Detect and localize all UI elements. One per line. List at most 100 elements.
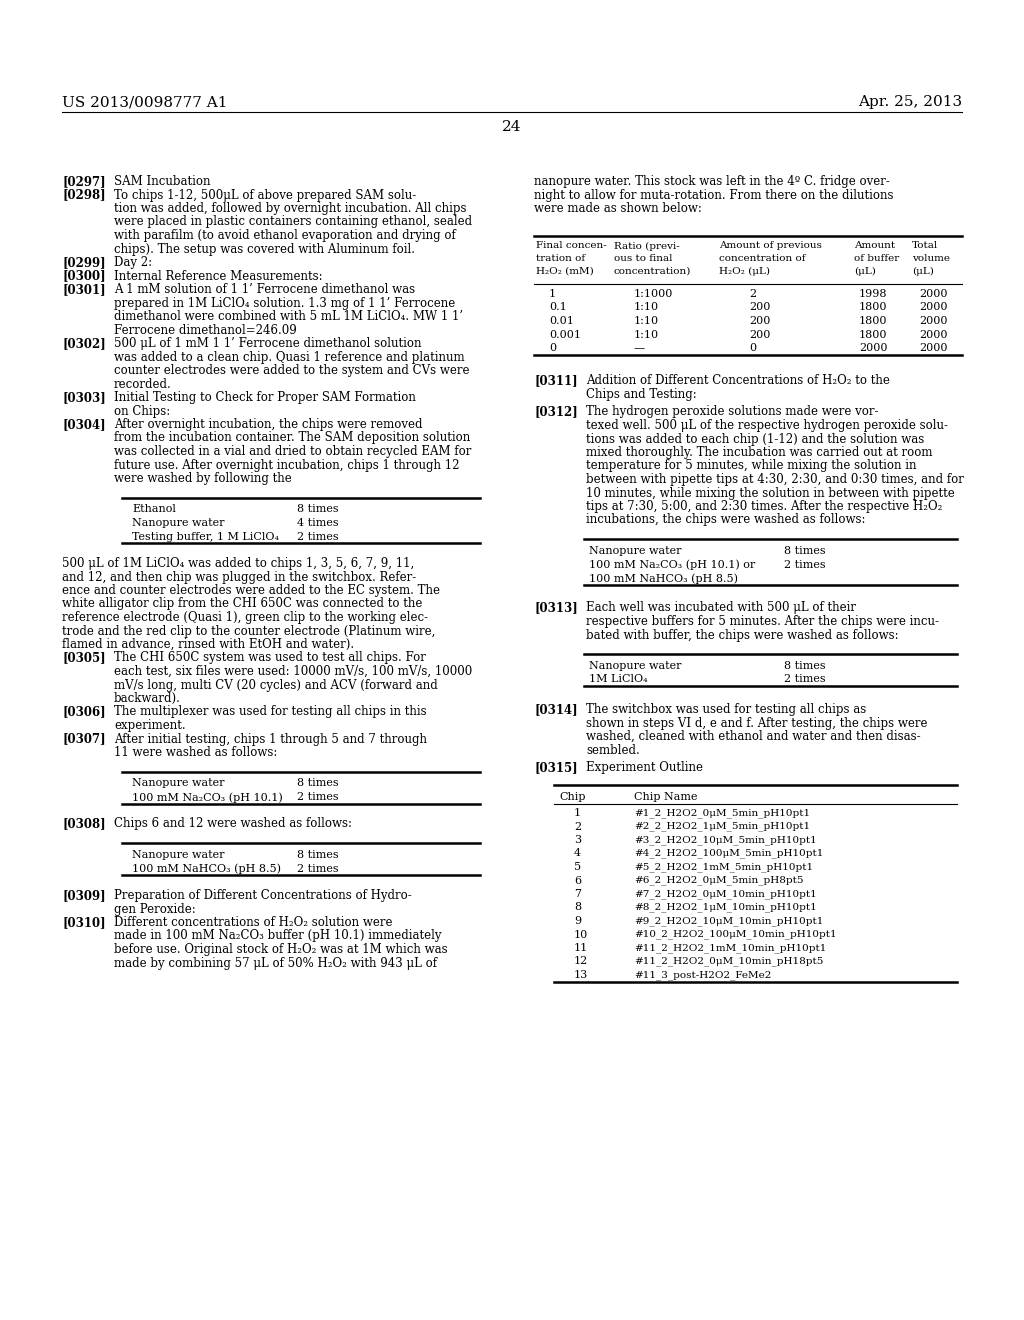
Text: The CHI 650C system was used to test all chips. For: The CHI 650C system was used to test all… [114, 652, 426, 664]
Text: with parafilm (to avoid ethanol evaporation and drying of: with parafilm (to avoid ethanol evaporat… [114, 228, 456, 242]
Text: Nanopure water: Nanopure water [132, 517, 224, 528]
Text: respective buffers for 5 minutes. After the chips were incu-: respective buffers for 5 minutes. After … [586, 615, 939, 628]
Text: flamed in advance, rinsed with EtOH and water).: flamed in advance, rinsed with EtOH and … [62, 638, 354, 651]
Text: The multiplexer was used for testing all chips in this: The multiplexer was used for testing all… [114, 705, 427, 718]
Text: 100 mM NaHCO₃ (pH 8.5): 100 mM NaHCO₃ (pH 8.5) [589, 573, 738, 583]
Text: 4 times: 4 times [297, 517, 339, 528]
Text: 2000: 2000 [919, 302, 947, 313]
Text: Experiment Outline: Experiment Outline [586, 762, 703, 774]
Text: mV/s long, multi CV (20 cycles) and ACV (forward and: mV/s long, multi CV (20 cycles) and ACV … [114, 678, 437, 692]
Text: 1800: 1800 [859, 330, 888, 339]
Text: [0297]: [0297] [62, 176, 105, 187]
Text: and 12, and then chip was plugged in the switchbox. Refer-: and 12, and then chip was plugged in the… [62, 570, 416, 583]
Text: Each well was incubated with 500 μL of their: Each well was incubated with 500 μL of t… [586, 602, 856, 615]
Text: night to allow for muta-rotation. From there on the dilutions: night to allow for muta-rotation. From t… [534, 189, 894, 202]
Text: Day 2:: Day 2: [114, 256, 153, 269]
Text: incubations, the chips were washed as follows:: incubations, the chips were washed as fo… [586, 513, 865, 527]
Text: 1:10: 1:10 [634, 330, 659, 339]
Text: [0307]: [0307] [62, 733, 105, 746]
Text: [0309]: [0309] [62, 888, 105, 902]
Text: #3_2_H2O2_10μM_5min_pH10pt1: #3_2_H2O2_10μM_5min_pH10pt1 [634, 836, 817, 845]
Text: (μL): (μL) [854, 267, 876, 276]
Text: 1: 1 [574, 808, 582, 818]
Text: were made as shown below:: were made as shown below: [534, 202, 701, 215]
Text: 2000: 2000 [919, 330, 947, 339]
Text: chips). The setup was covered with Aluminum foil.: chips). The setup was covered with Alumi… [114, 243, 415, 256]
Text: 6: 6 [574, 875, 582, 886]
Text: [0314]: [0314] [534, 704, 578, 715]
Text: Chips and Testing:: Chips and Testing: [586, 388, 696, 401]
Text: Ferrocene dimethanol=246.09: Ferrocene dimethanol=246.09 [114, 323, 297, 337]
Text: of buffer: of buffer [854, 253, 899, 263]
Text: 2000: 2000 [859, 343, 888, 352]
Text: 500 μL of 1 mM 1 1’ Ferrocene dimethanol solution: 500 μL of 1 mM 1 1’ Ferrocene dimethanol… [114, 337, 422, 350]
Text: 8 times: 8 times [297, 779, 339, 788]
Text: made in 100 mM Na₂CO₃ buffer (pH 10.1) immediately: made in 100 mM Na₂CO₃ buffer (pH 10.1) i… [114, 929, 441, 942]
Text: tion was added, followed by overnight incubation. All chips: tion was added, followed by overnight in… [114, 202, 467, 215]
Text: SAM Incubation: SAM Incubation [114, 176, 211, 187]
Text: 2 times: 2 times [297, 532, 339, 541]
Text: 2: 2 [574, 821, 582, 832]
Text: Ethanol: Ethanol [132, 504, 176, 515]
Text: 1M LiClO₄: 1M LiClO₄ [589, 675, 647, 685]
Text: 24: 24 [502, 120, 522, 135]
Text: H₂O₂ (mM): H₂O₂ (mM) [536, 267, 594, 276]
Text: Testing buffer, 1 M LiClO₄: Testing buffer, 1 M LiClO₄ [132, 532, 279, 541]
Text: 2 times: 2 times [297, 792, 339, 803]
Text: 100 mM Na₂CO₃ (pH 10.1) or: 100 mM Na₂CO₃ (pH 10.1) or [589, 560, 756, 570]
Text: [0298]: [0298] [62, 189, 105, 202]
Text: volume: volume [912, 253, 950, 263]
Text: backward).: backward). [114, 692, 181, 705]
Text: each test, six files were used: 10000 mV/s, 100 mV/s, 10000: each test, six files were used: 10000 mV… [114, 665, 472, 678]
Text: ence and counter electrodes were added to the EC system. The: ence and counter electrodes were added t… [62, 583, 440, 597]
Text: #11_2_H2O2_0μM_10min_pH18pt5: #11_2_H2O2_0μM_10min_pH18pt5 [634, 957, 823, 966]
Text: 8 times: 8 times [297, 504, 339, 515]
Text: #11_3_post-H2O2_FeMe2: #11_3_post-H2O2_FeMe2 [634, 970, 771, 979]
Text: #11_2_H2O2_1mM_10min_pH10pt1: #11_2_H2O2_1mM_10min_pH10pt1 [634, 942, 826, 953]
Text: between with pipette tips at 4:30, 2:30, and 0:30 times, and for: between with pipette tips at 4:30, 2:30,… [586, 473, 964, 486]
Text: [0300]: [0300] [62, 269, 105, 282]
Text: Ratio (previ-: Ratio (previ- [614, 242, 680, 251]
Text: nanopure water. This stock was left in the 4º C. fridge over-: nanopure water. This stock was left in t… [534, 176, 890, 187]
Text: 8 times: 8 times [297, 850, 339, 861]
Text: reference electrode (Quasi 1), green clip to the working elec-: reference electrode (Quasi 1), green cli… [62, 611, 428, 624]
Text: 200: 200 [749, 330, 770, 339]
Text: Chip: Chip [559, 792, 586, 801]
Text: 1800: 1800 [859, 315, 888, 326]
Text: 7: 7 [574, 888, 581, 899]
Text: 1:1000: 1:1000 [634, 289, 674, 300]
Text: Total: Total [912, 242, 938, 251]
Text: Final concen-: Final concen- [536, 242, 607, 251]
Text: 1: 1 [549, 289, 556, 300]
Text: texed well. 500 μL of the respective hydrogen peroxide solu-: texed well. 500 μL of the respective hyd… [586, 418, 948, 432]
Text: 11 were washed as follows:: 11 were washed as follows: [114, 746, 278, 759]
Text: H₂O₂ (μL): H₂O₂ (μL) [719, 267, 770, 276]
Text: 2000: 2000 [919, 289, 947, 300]
Text: 2 times: 2 times [784, 675, 825, 685]
Text: [0308]: [0308] [62, 817, 105, 830]
Text: Nanopure water: Nanopure water [132, 850, 224, 861]
Text: [0313]: [0313] [534, 602, 578, 615]
Text: 10 minutes, while mixing the solution in between with pipette: 10 minutes, while mixing the solution in… [586, 487, 954, 499]
Text: 8: 8 [574, 903, 582, 912]
Text: white alligator clip from the CHI 650C was connected to the: white alligator clip from the CHI 650C w… [62, 598, 422, 610]
Text: Apr. 25, 2013: Apr. 25, 2013 [858, 95, 962, 110]
Text: before use. Original stock of H₂O₂ was at 1M which was: before use. Original stock of H₂O₂ was a… [114, 942, 447, 956]
Text: Chips 6 and 12 were washed as follows:: Chips 6 and 12 were washed as follows: [114, 817, 352, 830]
Text: #5_2_H2O2_1mM_5min_pH10pt1: #5_2_H2O2_1mM_5min_pH10pt1 [634, 862, 813, 871]
Text: were placed in plastic containers containing ethanol, sealed: were placed in plastic containers contai… [114, 215, 472, 228]
Text: #7_2_H2O2_0μM_10min_pH10pt1: #7_2_H2O2_0μM_10min_pH10pt1 [634, 888, 817, 899]
Text: tration of: tration of [536, 253, 585, 263]
Text: [0301]: [0301] [62, 282, 105, 296]
Text: Amount: Amount [854, 242, 895, 251]
Text: Chip Name: Chip Name [634, 792, 697, 801]
Text: A 1 mM solution of 1 1’ Ferrocene dimethanol was: A 1 mM solution of 1 1’ Ferrocene dimeth… [114, 282, 415, 296]
Text: (μL): (μL) [912, 267, 934, 276]
Text: 1998: 1998 [859, 289, 888, 300]
Text: Internal Reference Measurements:: Internal Reference Measurements: [114, 269, 323, 282]
Text: mixed thoroughly. The incubation was carried out at room: mixed thoroughly. The incubation was car… [586, 446, 933, 459]
Text: made by combining 57 μL of 50% H₂O₂ with 943 μL of: made by combining 57 μL of 50% H₂O₂ with… [114, 957, 437, 969]
Text: After initial testing, chips 1 through 5 and 7 through: After initial testing, chips 1 through 5… [114, 733, 427, 746]
Text: #10_2_H2O2_100μM_10min_pH10pt1: #10_2_H2O2_100μM_10min_pH10pt1 [634, 929, 837, 940]
Text: counter electrodes were added to the system and CVs were: counter electrodes were added to the sys… [114, 364, 469, 378]
